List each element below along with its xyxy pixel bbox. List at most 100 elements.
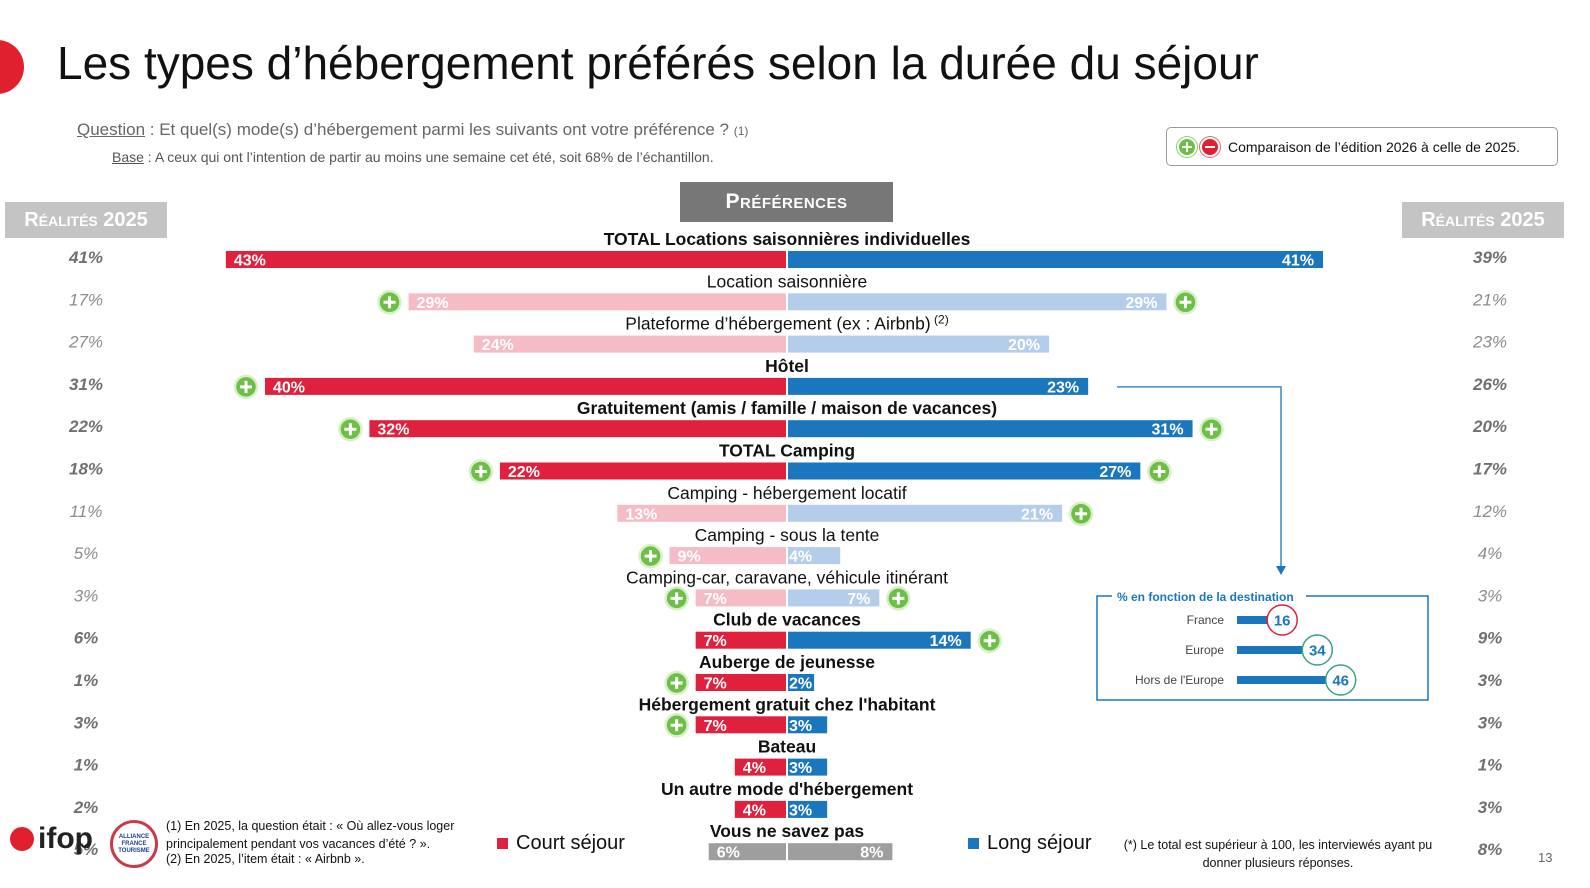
value-label-long: 21% [1021,506,1053,523]
value-label-short: 13% [625,506,657,523]
value-label-short: 7% [704,676,727,693]
category-label: Location saisonnière [707,271,868,291]
legend-long-label: Long séjour [987,832,1092,854]
value-label-long: 41% [1282,253,1314,270]
realites-left-value: 1% [74,671,99,690]
plus-icon [1068,501,1094,527]
realites-right-value: 12% [1473,502,1507,521]
inset-title: % en fonction de la destination [1117,590,1294,604]
value-label-long: 7% [847,591,870,608]
category-label: Un autre mode d'hébergement [661,779,913,799]
bar-long [788,251,1324,268]
realites-left-value: 5% [74,544,99,563]
realites-left-value: 6% [74,629,99,648]
category-label: Hôtel [765,356,809,376]
bar-long [788,589,880,607]
plus-icon [977,628,1002,653]
value-label-short: 7% [704,718,727,735]
bar-long [788,631,971,649]
inset-value-circle [1266,604,1298,636]
realites-left-value: 18% [69,460,103,479]
comparison-text: Comparaison de l’édition 2026 à celle de… [1228,138,1520,155]
bar-long [788,504,1063,522]
page-title: Les types d’hébergement préférés selon l… [57,37,1259,89]
value-label-short: 7% [704,591,727,608]
bar-short [708,843,786,861]
realites-right-value: 20% [1472,417,1507,436]
realites-right-value: 8% [1478,840,1503,859]
realites-right-value: 39% [1473,248,1507,267]
plus-icon [886,586,911,611]
connector-arrow-icon [1276,566,1286,575]
inset-bar [1237,616,1269,624]
bar-long [788,293,1167,311]
plus-icon [1147,459,1172,484]
realites-right-value: 1% [1478,756,1503,775]
value-label-short: 43% [234,253,266,270]
value-label-long: 3% [789,718,812,735]
category-label: TOTAL Camping [719,441,855,461]
realites-right-value: 9% [1478,629,1503,648]
realites-right-value: 21% [1472,290,1507,309]
realites-left-value: 27% [68,333,103,352]
value-label-long: 20% [1008,337,1040,354]
value-label-short: 32% [377,422,409,439]
inset-label: Hors de l'Europe [1135,673,1224,687]
preferences-header: Préférences [680,182,893,222]
bar-long [788,758,828,776]
realites-left-value: 41% [68,248,103,267]
value-label-short: 4% [743,760,766,777]
footnote-1: (1) En 2025, la question était : « Où al… [166,819,455,851]
value-label-long: 3% [789,760,812,777]
bar-short [473,335,786,353]
value-label-long: 8% [860,845,883,862]
base-label: Base [112,149,144,165]
realites-left-value: 31% [69,375,103,394]
plus-icon [1173,290,1198,315]
inset-bar [1237,646,1304,654]
realites-right-value: 3% [1478,671,1503,690]
bar-short [669,547,786,565]
category-label: Bateau [758,737,816,757]
realites-left-value: 3% [74,586,99,605]
value-label-short: 9% [678,549,701,566]
category-label: Vous ne savez pas [710,821,865,841]
bar-short [617,504,786,522]
plus-icon [1177,136,1197,157]
question-text: Question : Et quel(s) mode(s) d’hébergem… [77,120,748,140]
category-label: TOTAL Locations saisonnières individuell… [604,229,971,249]
bar-short [695,631,786,649]
value-label-short: 24% [482,337,514,354]
realites-left-value: 3% [74,713,99,732]
inset-label: France [1187,613,1225,627]
bar-short [369,420,786,438]
bar-long [788,674,815,691]
question-body: : Et quel(s) mode(s) d’hébergement parmi… [145,120,729,139]
bar-long [788,462,1141,480]
value-label-long: 3% [789,802,812,819]
bar-short [734,800,786,818]
plus-icon [1199,416,1224,442]
realites-right-value: 26% [1472,375,1507,394]
realites-right-value: 17% [1473,460,1507,479]
bar-long [788,547,841,565]
inset-label: Europe [1185,643,1224,657]
legend-short-swatch [497,838,508,849]
inset-title-bg [1112,589,1306,603]
realites-right-value: 23% [1472,333,1507,352]
value-label-long: 29% [1125,295,1157,312]
bar-long [788,377,1089,395]
legend-short: Court séjour [497,832,625,855]
question-ref: (1) [733,124,749,138]
value-label-short: 22% [508,464,540,481]
bar-long [788,420,1193,438]
bar-short [265,377,786,395]
legend-long: Long séjour [968,832,1092,855]
realites-left-value: 11% [70,502,103,521]
footnote-2: (2) En 2025, l’item était : « Airbnb ». [166,852,365,866]
realites-right-value: 4% [1478,544,1503,563]
realites-left-header: Réalités 2025 [5,202,167,238]
bar-short [695,716,786,734]
value-label-long: 27% [1099,464,1131,481]
